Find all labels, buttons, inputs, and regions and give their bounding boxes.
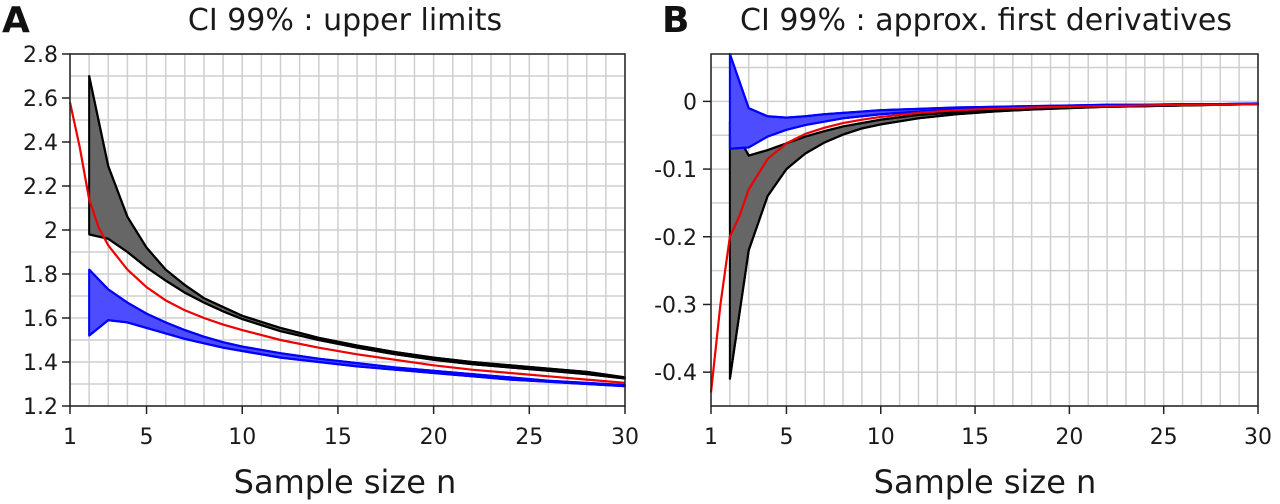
panel-a-y-tick-label: 2 <box>44 219 58 244</box>
panel-a-band-1-lower-line <box>88 319 626 388</box>
panel-a-x-tick-label: 1 <box>63 425 77 450</box>
panel-b-title: CI 99% : approx. first derivatives <box>740 3 1232 38</box>
panel-a-y-tick-label: 1.2 <box>23 395 58 420</box>
panel-b-x-tick-label: 25 <box>1150 425 1178 450</box>
panel-b-x-tick-label: 1 <box>704 425 718 450</box>
panel-b-y-tick-label: 0 <box>683 90 697 115</box>
panel-a-y-tick-label: 1.6 <box>23 307 58 332</box>
panel-b: B CI 99% : approx. first derivatives Sam… <box>654 0 1272 501</box>
panel-b-x-tick-label: 5 <box>779 425 793 450</box>
panel-b-x-tick-label: 15 <box>961 425 989 450</box>
panel-a-band-0-lower-line <box>88 233 626 380</box>
panel-a-y-tick-label: 2.2 <box>23 175 58 200</box>
panel-a-y-tick-label: 2.8 <box>23 43 58 68</box>
panel-a-x-tick-label: 5 <box>140 425 154 450</box>
panel-b-y-tick-label: -0.2 <box>654 226 697 251</box>
panel-letter-b: B <box>662 0 689 41</box>
panel-a-series-line-0 <box>68 102 626 384</box>
panel-a-band-0-upper-line <box>88 75 626 379</box>
panel-b-series-line-0 <box>709 102 1259 393</box>
panel-a-x-tick-label: 10 <box>228 425 256 450</box>
panel-b-x-tick-label: 30 <box>1244 425 1272 450</box>
panel-a-x-tick-label: 15 <box>324 425 352 450</box>
panel-b-x-tick-label: 20 <box>1055 425 1083 450</box>
panel-a-y-tick-label: 2.4 <box>23 131 58 156</box>
panel-b-x-tick-label: 10 <box>867 425 895 450</box>
panel-a-y-tick-label: 2.6 <box>23 87 58 112</box>
panel-a-x-tick-label: 30 <box>611 425 639 450</box>
panel-b-y-tick-label: -0.1 <box>654 158 697 183</box>
panel-a-x-axis-label: Sample size n <box>234 463 457 501</box>
panel-a-x-tick-label: 25 <box>515 425 543 450</box>
panel-b-x-axis-label: Sample size n <box>874 463 1097 501</box>
panel-a-y-tick-label: 1.4 <box>23 351 58 376</box>
panel-a-band-1-upper-line <box>88 268 626 387</box>
panel-b-plot-frame <box>710 53 1259 407</box>
panel-b-y-tick-label: -0.4 <box>654 361 697 386</box>
panel-a-x-tick-label: 20 <box>420 425 448 450</box>
panel-b-y-tick-label: -0.3 <box>654 293 697 318</box>
panel-a-y-tick-label: 1.8 <box>23 263 58 288</box>
panel-letter-a: A <box>2 0 30 41</box>
panel-a-title: CI 99% : upper limits <box>188 3 502 38</box>
